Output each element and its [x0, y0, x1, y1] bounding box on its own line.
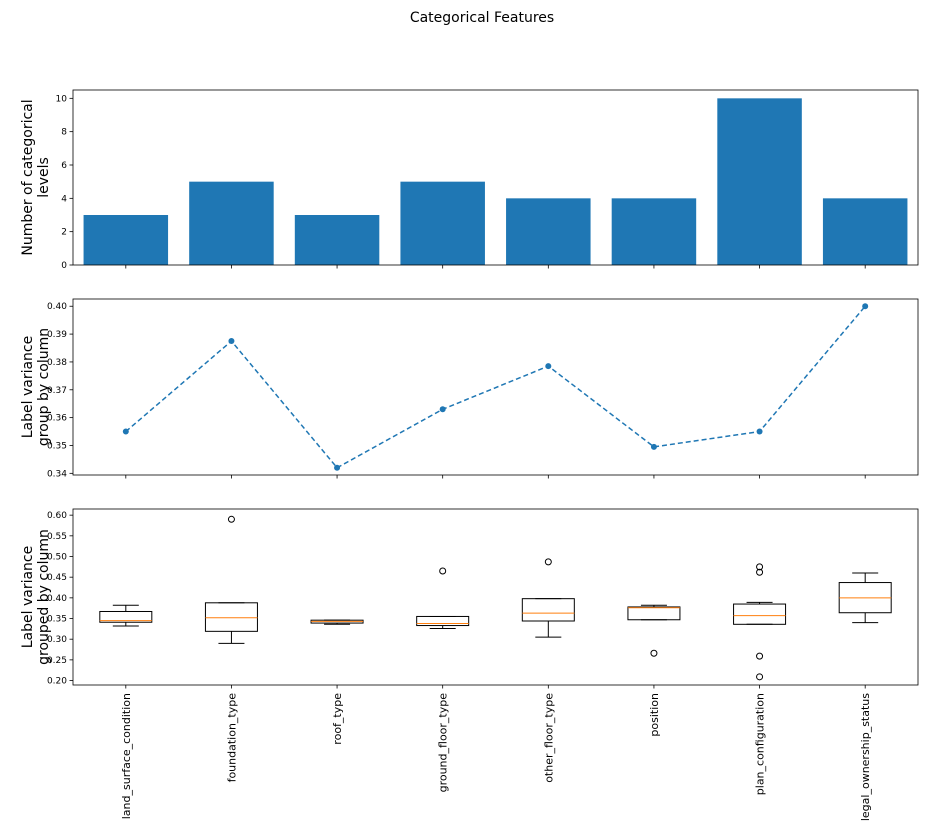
data-point [439, 406, 446, 413]
y-tick-label: 8 [61, 128, 67, 138]
y-tick-label: 0.40 [47, 302, 67, 312]
outlier [756, 673, 764, 681]
y-tick-label: 0.38 [47, 358, 67, 368]
y-axis-label: levels [36, 157, 52, 198]
bar [294, 215, 380, 265]
y-tick-label: 0.60 [47, 511, 67, 521]
x-tick-label: ground_floor_type [437, 693, 450, 793]
axes-frame [72, 89, 919, 266]
outlier [650, 649, 658, 657]
x-tick-label: plan_configuration [754, 693, 767, 795]
box-4 [416, 567, 470, 629]
x-tick-label: land_surface_condition [120, 693, 133, 819]
y-tick-label: 0.34 [47, 469, 67, 479]
axes-frame [72, 298, 919, 476]
outlier [544, 558, 552, 566]
y-tick-label: 0.55 [47, 532, 67, 542]
bar [611, 198, 697, 265]
y-axis-label: grouped by column [36, 529, 52, 665]
axes-frame [72, 508, 919, 686]
y-tick-label: 0.39 [47, 330, 67, 340]
box-2 [204, 515, 258, 644]
x-tick-label: position [648, 693, 661, 737]
box-iqr [99, 610, 153, 623]
box-6 [627, 604, 681, 657]
series-line [125, 305, 866, 469]
data-point [650, 443, 657, 450]
box-7 [733, 563, 787, 681]
y-axis-label: Label variance [20, 546, 36, 649]
y-tick-label: 0.20 [47, 677, 67, 687]
bar [717, 98, 802, 265]
x-tick-label: foundation_type [225, 693, 238, 783]
box-iqr [416, 615, 470, 627]
x-tick-label: legal_ownership_status [859, 693, 872, 821]
y-tick-label: 0.25 [47, 656, 67, 666]
data-point [756, 428, 763, 435]
box-iqr [627, 606, 681, 621]
y-tick-label: 0.45 [47, 573, 67, 583]
outlier [756, 563, 764, 571]
y-axis-label: group by column [36, 328, 52, 446]
y-tick-label: 0.30 [47, 635, 67, 645]
y-tick-label: 0.35 [47, 441, 67, 451]
y-tick-label: 0 [61, 261, 67, 271]
data-point [545, 363, 552, 370]
box-iqr [733, 603, 787, 625]
box-iqr [204, 602, 258, 632]
y-tick-label: 0.40 [47, 594, 67, 604]
y-tick-label: 0.35 [47, 615, 67, 625]
data-point [334, 464, 341, 471]
box-3 [310, 619, 364, 625]
bar [400, 181, 485, 265]
bar [83, 215, 169, 265]
y-tick-label: 2 [61, 228, 67, 238]
outlier [756, 652, 764, 660]
box-5 [521, 558, 575, 638]
y-tick-label: 0.36 [47, 414, 67, 424]
y-tick-label: 0.37 [47, 386, 67, 396]
box-8 [838, 572, 892, 624]
figure-title: Categorical Features [410, 10, 554, 26]
box-1 [99, 604, 153, 627]
x-tick-label: other_floor_type [542, 693, 555, 783]
outlier [439, 567, 447, 575]
bar [506, 198, 591, 265]
outlier [756, 568, 764, 576]
y-tick-label: 4 [61, 194, 67, 204]
bar-chart-panel: 0 2 4 6 8 10 Number of categorical levels [20, 89, 919, 271]
y-axis-label: Number of categorical [20, 99, 36, 255]
bar [822, 198, 908, 265]
y-tick-label: 0.50 [47, 553, 67, 563]
bar [189, 181, 274, 265]
y-tick-label: 10 [56, 94, 68, 104]
y-tick-label: 6 [61, 161, 67, 171]
outlier [227, 515, 235, 523]
line-chart-panel: 0.34 0.35 0.36 0.37 0.38 0.39 0.40 Label varian… [20, 298, 919, 479]
x-tick-label: roof_type [331, 693, 344, 745]
box-iqr [521, 598, 575, 622]
data-point [862, 303, 869, 310]
box-plot-panel: 0.20 0.25 0.30 0.35 0.40 0.45 0.50 0.55 0.60 Labe… [20, 508, 919, 821]
data-point [228, 338, 235, 345]
data-point [122, 428, 129, 435]
y-axis-label: Label variance [20, 336, 36, 439]
